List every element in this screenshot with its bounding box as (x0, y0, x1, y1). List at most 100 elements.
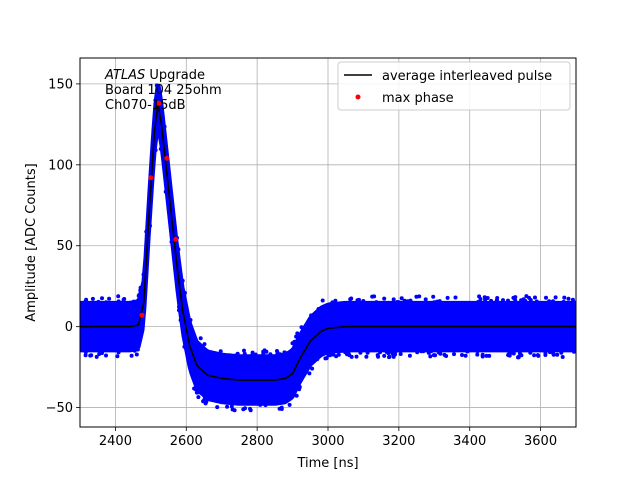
scatter-point (482, 295, 487, 300)
scatter-point (405, 299, 410, 304)
scatter-point (489, 298, 494, 303)
scatter-point (154, 83, 159, 88)
scatter-point (374, 300, 379, 305)
scatter-point (354, 354, 359, 359)
legend-box (337, 61, 571, 111)
y-tick-label: 0 (65, 320, 73, 335)
scatter-point (215, 405, 220, 410)
max-phase-point (173, 236, 179, 242)
annotation-line-3: Ch070-15dB (105, 98, 186, 113)
scatter-point (480, 352, 485, 357)
scatter-point (90, 296, 95, 301)
scatter-point (378, 350, 383, 355)
scatter-point (562, 295, 567, 300)
scatter-point (390, 351, 395, 356)
scatter-point (261, 351, 266, 356)
scatter-point (84, 297, 89, 302)
scatter-point (364, 354, 369, 359)
scatter-point (445, 295, 450, 300)
scatter-point (268, 352, 273, 357)
scatter-point (349, 296, 354, 301)
scatter-point (169, 239, 174, 244)
scatter-point (429, 349, 434, 353)
scatter-point (188, 318, 193, 322)
scatter-point (501, 298, 505, 303)
scatter-point (414, 294, 419, 299)
scatter-point (88, 353, 93, 358)
scatter-point (182, 344, 187, 349)
scatter-point (153, 148, 158, 153)
scatter-point (375, 353, 380, 358)
scatter-point (393, 349, 398, 354)
scatter-point (235, 353, 240, 358)
scatter-point (131, 299, 136, 304)
scatter-point (511, 351, 516, 356)
scatter-point (97, 352, 102, 356)
scatter-point (202, 342, 207, 347)
scatter-point (141, 272, 146, 277)
scatter-point (132, 348, 137, 353)
scatter-point (196, 395, 201, 400)
scatter-point (309, 313, 314, 318)
scatter-point (138, 288, 143, 293)
scatter-point (258, 402, 263, 407)
scatter-point (370, 294, 375, 299)
scatter-point (527, 295, 532, 300)
x-tick-label: 3200 (382, 434, 415, 449)
scatter-point (116, 299, 121, 304)
scatter-point (307, 371, 312, 376)
scatter-point (382, 353, 387, 358)
scatter-point (264, 349, 269, 354)
scatter-point (460, 353, 464, 357)
scatter-point (263, 403, 268, 408)
scatter-point (278, 352, 283, 357)
scatter-point (548, 349, 553, 354)
scatter-point (279, 407, 284, 411)
scatter-point (476, 300, 481, 304)
scatter-point (543, 353, 548, 357)
scatter-point (465, 349, 470, 354)
scatter-point (122, 297, 127, 301)
series-layer (80, 100, 576, 381)
scatter-point (384, 350, 389, 354)
scatter-point (534, 299, 539, 304)
scatter-point (551, 299, 555, 304)
scatter-point (177, 308, 181, 313)
scatter-point (475, 352, 480, 357)
scatter-point (495, 296, 500, 300)
x-tick-label: 2600 (170, 434, 203, 449)
scatter-point (180, 278, 185, 283)
scatter-point (295, 331, 300, 336)
scatter-point (155, 133, 160, 138)
scatter-point (396, 300, 401, 305)
scatter-point (274, 353, 279, 358)
max-phase-point (164, 155, 170, 161)
scatter-point (407, 353, 412, 358)
scatter-point (282, 350, 287, 355)
scatter-point (294, 393, 299, 398)
scatter-point (204, 399, 209, 404)
scatter-point (107, 296, 112, 301)
scatter-point (387, 349, 392, 353)
scatter-point (316, 307, 321, 311)
scatter-point (399, 296, 404, 301)
scatter-point (521, 297, 526, 302)
scatter-point (192, 386, 197, 391)
scatter-point (435, 299, 439, 304)
x-tick-label: 2400 (99, 434, 132, 449)
scatter-point (428, 354, 433, 359)
scatter-point (358, 350, 363, 355)
scatter-point (158, 147, 163, 151)
scatter-point (134, 352, 139, 357)
scatter-point (528, 350, 533, 355)
y-tick-label: −50 (46, 401, 73, 416)
scatter-point (330, 300, 335, 305)
scatter-point (402, 298, 407, 303)
scatter-point (315, 357, 320, 362)
max-phase-point (156, 100, 162, 106)
scatter-point (453, 295, 458, 300)
scatter-point (533, 295, 537, 300)
scatter-point (104, 300, 109, 305)
scatter-point (182, 290, 187, 295)
scatter-point (331, 352, 336, 357)
